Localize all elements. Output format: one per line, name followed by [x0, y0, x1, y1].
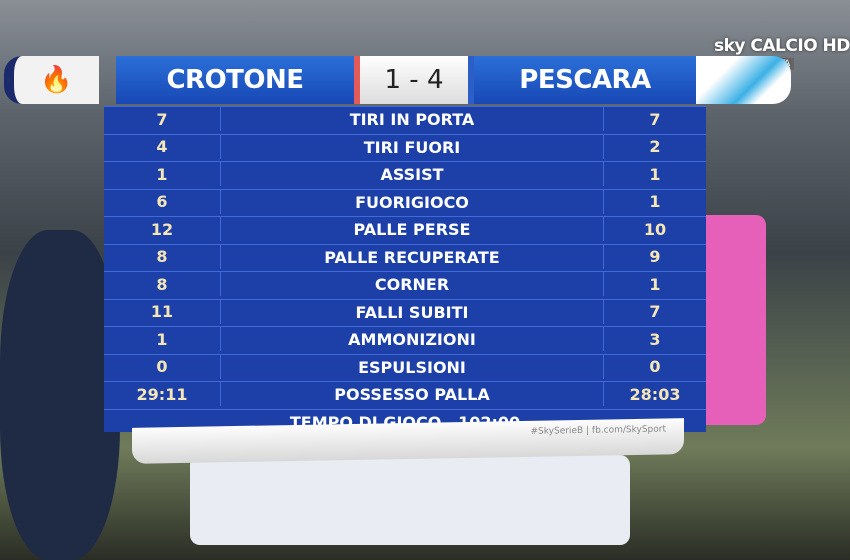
stat-row: 7 TIRI IN PORTA 7: [104, 106, 706, 131]
stat-row: 12 PALLE PERSE 10: [104, 216, 706, 241]
home-value: 8: [156, 274, 168, 294]
stat-row: 29:11 POSSESSO PALLA 28:03: [104, 381, 706, 406]
away-value: 0: [649, 357, 661, 376]
stat-label: PALLE PERSE: [220, 217, 604, 241]
home-value: 1: [156, 164, 168, 184]
stat-label: ASSIST: [220, 162, 604, 186]
home-value: 4: [156, 137, 168, 156]
stat-label: CORNER: [220, 272, 604, 296]
home-value: 8: [156, 247, 168, 266]
stat-row: 6 FUORIGIOCO 1: [104, 188, 706, 214]
away-value: 1: [649, 274, 661, 294]
home-value: 0: [156, 357, 168, 376]
scoreboard-header: 🔥 CROTONE 1 - 4 PESCARA: [4, 56, 792, 106]
home-value: 6: [156, 192, 168, 211]
away-value: 3: [649, 329, 661, 349]
stat-label: TIRI FUORI: [220, 134, 604, 159]
stat-label: PALLE RECUPERATE: [220, 244, 604, 269]
background-players: [0, 230, 120, 560]
away-value: 2: [649, 137, 661, 156]
score: 1 - 4: [354, 56, 474, 104]
away-team: PESCARA: [474, 56, 696, 104]
stat-row: 8 PALLE RECUPERATE 9: [104, 243, 706, 269]
stats-table: 7 TIRI IN PORTA 7 4 TIRI FUORI 2 1 ASSIST 1 6 FUOR…: [104, 106, 706, 432]
stat-row: 11 FALLI SUBITI 7: [104, 298, 706, 324]
home-value: 1: [156, 329, 168, 349]
stat-label: POSSESSO PALLA: [220, 382, 604, 406]
stat-label: ESPULSIONI: [220, 354, 604, 379]
home-value: 12: [150, 219, 174, 239]
stat-row: 1 ASSIST 1: [104, 161, 706, 186]
sky-calcio-logo: sky CALCIO HDRETTA: [714, 36, 850, 70]
home-value: 29:11: [136, 384, 188, 404]
away-value: 7: [649, 302, 661, 321]
stat-label: FUORIGIOCO: [220, 189, 604, 214]
stat-label: FALLI SUBITI: [220, 299, 604, 324]
away-value: 7: [649, 109, 661, 129]
pescara-crest-icon: [696, 56, 791, 104]
crotone-crest-icon: 🔥: [4, 56, 99, 104]
stat-row: 1 AMMONIZIONI 3: [104, 326, 706, 351]
away-value: 9: [649, 247, 661, 266]
background-player: [190, 455, 630, 545]
stat-row: 4 TIRI FUORI 2: [104, 133, 706, 159]
home-value: 7: [156, 109, 168, 129]
footer-text: #SkySerieB | fb.com/SkySport: [530, 424, 666, 437]
away-value: 10: [643, 219, 667, 239]
home-value: 11: [150, 302, 174, 321]
away-value: 1: [649, 192, 661, 211]
stat-row: 0 ESPULSIONI 0: [104, 353, 706, 379]
away-value: 1: [649, 164, 661, 184]
stat-label: AMMONIZIONI: [220, 327, 604, 351]
home-team: CROTONE: [116, 56, 354, 104]
stat-label: TIRI IN PORTA: [220, 107, 604, 131]
stat-row: 8 CORNER 1: [104, 271, 706, 296]
away-value: 28:03: [629, 384, 681, 404]
